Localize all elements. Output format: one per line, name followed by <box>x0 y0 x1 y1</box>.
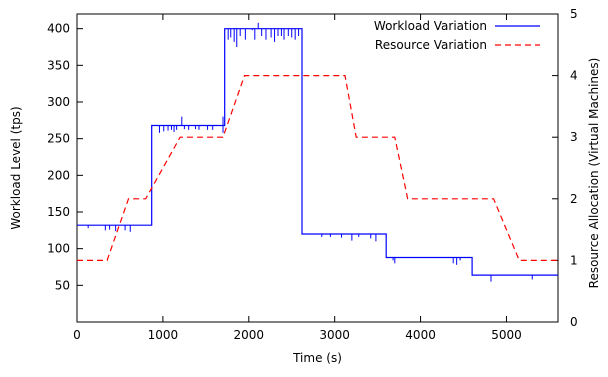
y-right-tick-label: 0 <box>570 315 578 329</box>
x-tick-label: 4000 <box>405 328 436 342</box>
series-line-workload <box>77 28 558 276</box>
y-right-axis-title: Resource Allocation (Virtual Machines) <box>587 58 601 289</box>
legend: Workload Variation Resource Variation <box>374 19 540 52</box>
x-tick-label: 1000 <box>148 328 179 342</box>
x-tick-label: 2000 <box>234 328 265 342</box>
x-axis-title: Time (s) <box>292 351 342 365</box>
y-right-tick-label: 4 <box>570 69 578 83</box>
legend-label-workload: Workload Variation <box>374 19 487 33</box>
x-tick-label: 5000 <box>491 328 522 342</box>
y-right-tick-label: 5 <box>570 7 578 21</box>
y-left-tick-label: 150 <box>47 205 70 219</box>
y-left-axis-title: Workload Level (tps) <box>9 106 23 229</box>
x-tick-label: 0 <box>73 328 81 342</box>
plot-area: 0 1000 2000 3000 4000 50005010015020025030035… <box>47 7 578 342</box>
y-left-tick-label: 50 <box>55 278 70 292</box>
y-left-tick-label: 250 <box>47 132 70 146</box>
plot-frame <box>76 13 559 323</box>
y-left-tick-label: 100 <box>47 242 70 256</box>
y-right-tick-label: 1 <box>570 253 578 267</box>
x-tick-label: 3000 <box>319 328 350 342</box>
y-left-tick-label: 400 <box>47 22 70 36</box>
y-left-tick-label: 200 <box>47 168 70 182</box>
y-left-tick-label: 350 <box>47 58 70 72</box>
series-line-resource <box>77 74 558 261</box>
y-right-tick-label: 3 <box>570 130 578 144</box>
legend-label-resource: Resource Variation <box>375 38 487 52</box>
y-right-tick-label: 2 <box>570 192 578 206</box>
y-left-tick-label: 300 <box>47 95 70 109</box>
